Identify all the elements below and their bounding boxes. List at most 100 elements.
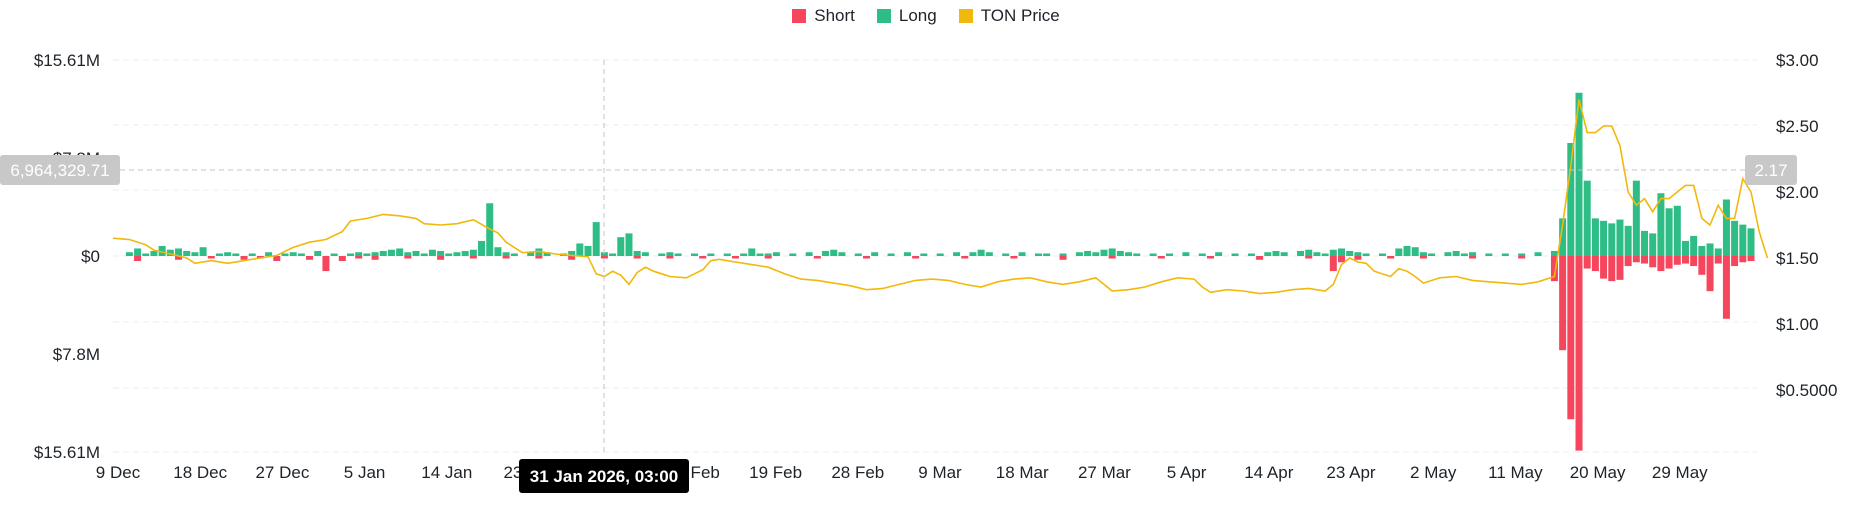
long-bar[interactable] <box>1395 248 1403 256</box>
short-bar[interactable] <box>1739 256 1747 263</box>
long-bar[interactable] <box>1362 253 1370 256</box>
long-bar[interactable] <box>985 252 993 256</box>
long-bar[interactable] <box>1354 252 1362 256</box>
short-bar[interactable] <box>240 256 248 260</box>
short-bar[interactable] <box>1157 256 1165 259</box>
long-bar[interactable] <box>445 253 453 256</box>
short-bar[interactable] <box>1338 256 1345 263</box>
short-bar[interactable] <box>1354 256 1362 260</box>
long-bar[interactable] <box>903 252 911 256</box>
long-bar[interactable] <box>1591 218 1599 256</box>
short-bar[interactable] <box>568 256 576 260</box>
short-bar[interactable] <box>1641 256 1649 264</box>
long-bar[interactable] <box>789 253 797 256</box>
long-bar[interactable] <box>1616 219 1624 256</box>
long-bar[interactable] <box>1411 247 1419 256</box>
short-bar[interactable] <box>535 256 543 259</box>
long-bar[interactable] <box>625 233 633 256</box>
long-bar[interactable] <box>1305 249 1313 256</box>
short-bar[interactable] <box>273 256 281 262</box>
short-bar[interactable] <box>699 256 707 259</box>
long-bar[interactable] <box>830 249 838 256</box>
long-bar[interactable] <box>1215 252 1223 256</box>
short-bar[interactable] <box>1649 256 1657 268</box>
long-bar[interactable] <box>199 247 207 256</box>
long-bar[interactable] <box>1034 253 1042 256</box>
long-bar[interactable] <box>1722 199 1730 256</box>
long-bar[interactable] <box>1125 252 1133 256</box>
long-bar[interactable] <box>281 253 289 256</box>
long-bar[interactable] <box>1657 193 1665 256</box>
short-bar[interactable] <box>1706 256 1714 292</box>
long-bar[interactable] <box>1247 253 1255 256</box>
long-bar[interactable] <box>404 252 412 256</box>
long-bar[interactable] <box>428 249 436 256</box>
long-bar[interactable] <box>1018 252 1026 256</box>
long-bar[interactable] <box>1378 253 1386 256</box>
short-bar[interactable] <box>961 256 969 259</box>
long-bar[interactable] <box>576 243 584 256</box>
long-bar[interactable] <box>1419 252 1427 256</box>
long-bar[interactable] <box>666 252 674 256</box>
long-bar[interactable] <box>1321 253 1329 256</box>
long-bar[interactable] <box>355 252 363 256</box>
long-bar[interactable] <box>617 237 625 256</box>
long-bar[interactable] <box>1534 252 1542 256</box>
short-bar[interactable] <box>1567 256 1575 420</box>
short-bar[interactable] <box>1665 256 1673 269</box>
short-bar[interactable] <box>1714 256 1722 264</box>
short-bar[interactable] <box>1583 256 1591 269</box>
long-bar[interactable] <box>314 250 322 256</box>
long-bar[interactable] <box>1460 253 1468 256</box>
long-bar[interactable] <box>1706 243 1714 256</box>
long-bar[interactable] <box>1100 249 1108 256</box>
long-bar[interactable] <box>142 253 150 256</box>
long-bar[interactable] <box>772 252 780 256</box>
long-bar[interactable] <box>674 253 682 256</box>
long-bar[interactable] <box>641 252 649 256</box>
short-bar[interactable] <box>404 256 412 259</box>
short-bar[interactable] <box>1059 256 1067 260</box>
long-bar[interactable] <box>600 252 608 256</box>
short-bar[interactable] <box>1632 256 1640 263</box>
long-bar[interactable] <box>1043 253 1051 256</box>
long-bar[interactable] <box>1518 253 1526 256</box>
short-bar[interactable] <box>1305 256 1313 259</box>
long-bar[interactable] <box>1329 249 1337 256</box>
short-bar[interactable] <box>1550 256 1558 282</box>
long-bar[interactable] <box>1346 250 1354 256</box>
short-bar[interactable] <box>338 256 346 262</box>
long-bar[interactable] <box>707 253 715 256</box>
long-bar[interactable] <box>1182 252 1190 256</box>
short-bar[interactable] <box>1747 256 1755 262</box>
short-bar[interactable] <box>600 256 608 259</box>
short-bar[interactable] <box>306 256 314 260</box>
long-bar[interactable] <box>535 248 543 256</box>
long-bar[interactable] <box>363 253 371 256</box>
long-bar[interactable] <box>1002 253 1010 256</box>
long-bar[interactable] <box>1264 252 1272 256</box>
long-bar[interactable] <box>134 248 142 256</box>
long-bar[interactable] <box>1231 253 1239 256</box>
long-bar[interactable] <box>478 240 486 256</box>
long-bar[interactable] <box>936 253 944 256</box>
long-bar[interactable] <box>1108 248 1116 256</box>
long-bar[interactable] <box>1690 235 1698 256</box>
long-bar[interactable] <box>232 253 240 256</box>
long-bar[interactable] <box>1575 92 1583 256</box>
long-bar[interactable] <box>248 253 256 256</box>
legend-item-long[interactable]: Long <box>876 6 937 26</box>
long-bar[interactable] <box>224 252 232 256</box>
long-bar[interactable] <box>371 252 379 256</box>
short-bar[interactable] <box>1591 256 1599 272</box>
short-bar[interactable] <box>207 256 215 259</box>
short-bar[interactable] <box>1469 256 1477 259</box>
short-bar[interactable] <box>1673 256 1681 265</box>
long-bar[interactable] <box>764 253 772 256</box>
long-bar[interactable] <box>461 250 469 256</box>
short-bar[interactable] <box>1657 256 1665 272</box>
long-bar[interactable] <box>469 249 477 256</box>
long-bar[interactable] <box>502 252 510 256</box>
short-bar[interactable] <box>1419 256 1427 259</box>
